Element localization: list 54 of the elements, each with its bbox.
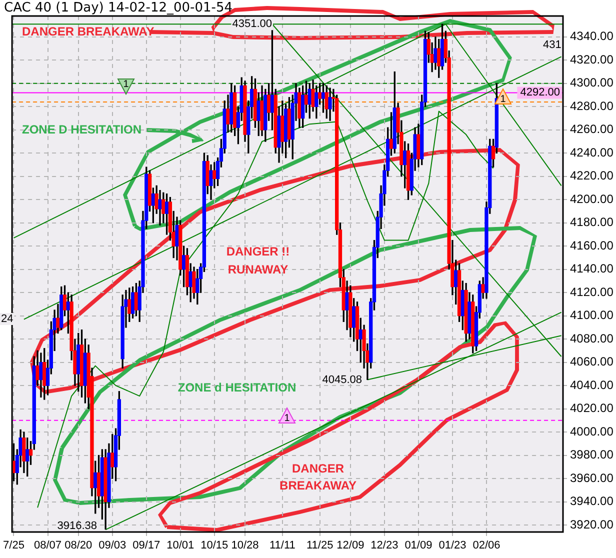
y-tick-label: 3940.00	[570, 494, 614, 508]
y-tick-label: 3960.00	[570, 470, 614, 485]
y-tick-label: 4100.00	[570, 308, 614, 322]
annotation: DANGER BREAKAWAY	[22, 24, 154, 38]
x-tick-label: 08/20	[64, 540, 92, 552]
x-tick-label: 10/28	[231, 540, 259, 552]
annotation: 1	[500, 94, 506, 105]
y-tick-label: 4020.00	[570, 401, 614, 416]
annotation: DANGER !!	[226, 244, 290, 258]
annotation: 24	[1, 313, 14, 326]
x-tick-label: 09/03	[98, 540, 126, 552]
x-tick-label: 08/07	[34, 540, 62, 552]
annotation: DANGER	[292, 461, 344, 476]
x-tick-label: 7/25	[3, 540, 24, 552]
y-tick-label: 4240.00	[570, 145, 614, 160]
y-tick-label: 4160.00	[570, 238, 614, 252]
y-tick-label: 4140.00	[570, 262, 614, 276]
annotation: 4351.00	[232, 18, 272, 30]
x-tick-label: 01/23	[438, 540, 466, 552]
annotation: RUNAWAY	[228, 262, 288, 276]
chart-title: CAC 40 (1 Day) 14-02-12_00-01-54	[4, 0, 232, 16]
y-tick-label: 4220.00	[570, 168, 614, 183]
x-tick-label: 10/01	[166, 540, 194, 552]
annotation: 4045.08	[322, 374, 362, 386]
annotation: 1	[123, 79, 130, 90]
annotation: ZONE D HESITATION	[22, 122, 142, 136]
y-tick-label: 4080.00	[570, 331, 614, 346]
x-tick-label: 02/06	[472, 540, 500, 552]
y-tick-label: 4180.00	[570, 215, 614, 230]
x-tick-label: 11/11	[269, 540, 296, 552]
x-tick-label: 09/17	[132, 540, 160, 552]
y-tick-label: 3920.00	[570, 517, 614, 532]
y-tick-label: 4000.00	[570, 424, 614, 438]
y-tick-label: 4340.00	[570, 29, 614, 44]
y-tick-label: 4200.00	[570, 192, 614, 206]
annotation: ZONE d HESITATION	[178, 380, 296, 394]
y-tick-label: 4120.00	[570, 284, 614, 299]
x-tick-label: 11/25	[306, 540, 334, 552]
annotation: 3916.38	[57, 520, 97, 532]
y-tick-label: 4040.00	[570, 378, 614, 392]
y-tick-label: 4260.00	[570, 122, 614, 136]
y-tick-label: 4280.00	[570, 98, 614, 113]
y-tick-label: 4060.00	[570, 354, 614, 369]
annotation: BREAKAWAY	[280, 478, 356, 492]
ref-line-label: 4292.00	[520, 86, 560, 99]
y-tick-label: 3980.00	[570, 448, 614, 462]
x-tick-label: 12/09	[336, 540, 364, 552]
y-tick-label: 4300.00	[570, 76, 614, 90]
x-tick-label: 12/23	[370, 540, 398, 552]
x-tick-label: 10/15	[200, 540, 228, 552]
annotation: 431	[543, 39, 562, 52]
x-tick-label: 01/09	[404, 540, 432, 552]
y-tick-label: 4320.00	[570, 52, 614, 66]
annotation: 1	[284, 413, 290, 424]
